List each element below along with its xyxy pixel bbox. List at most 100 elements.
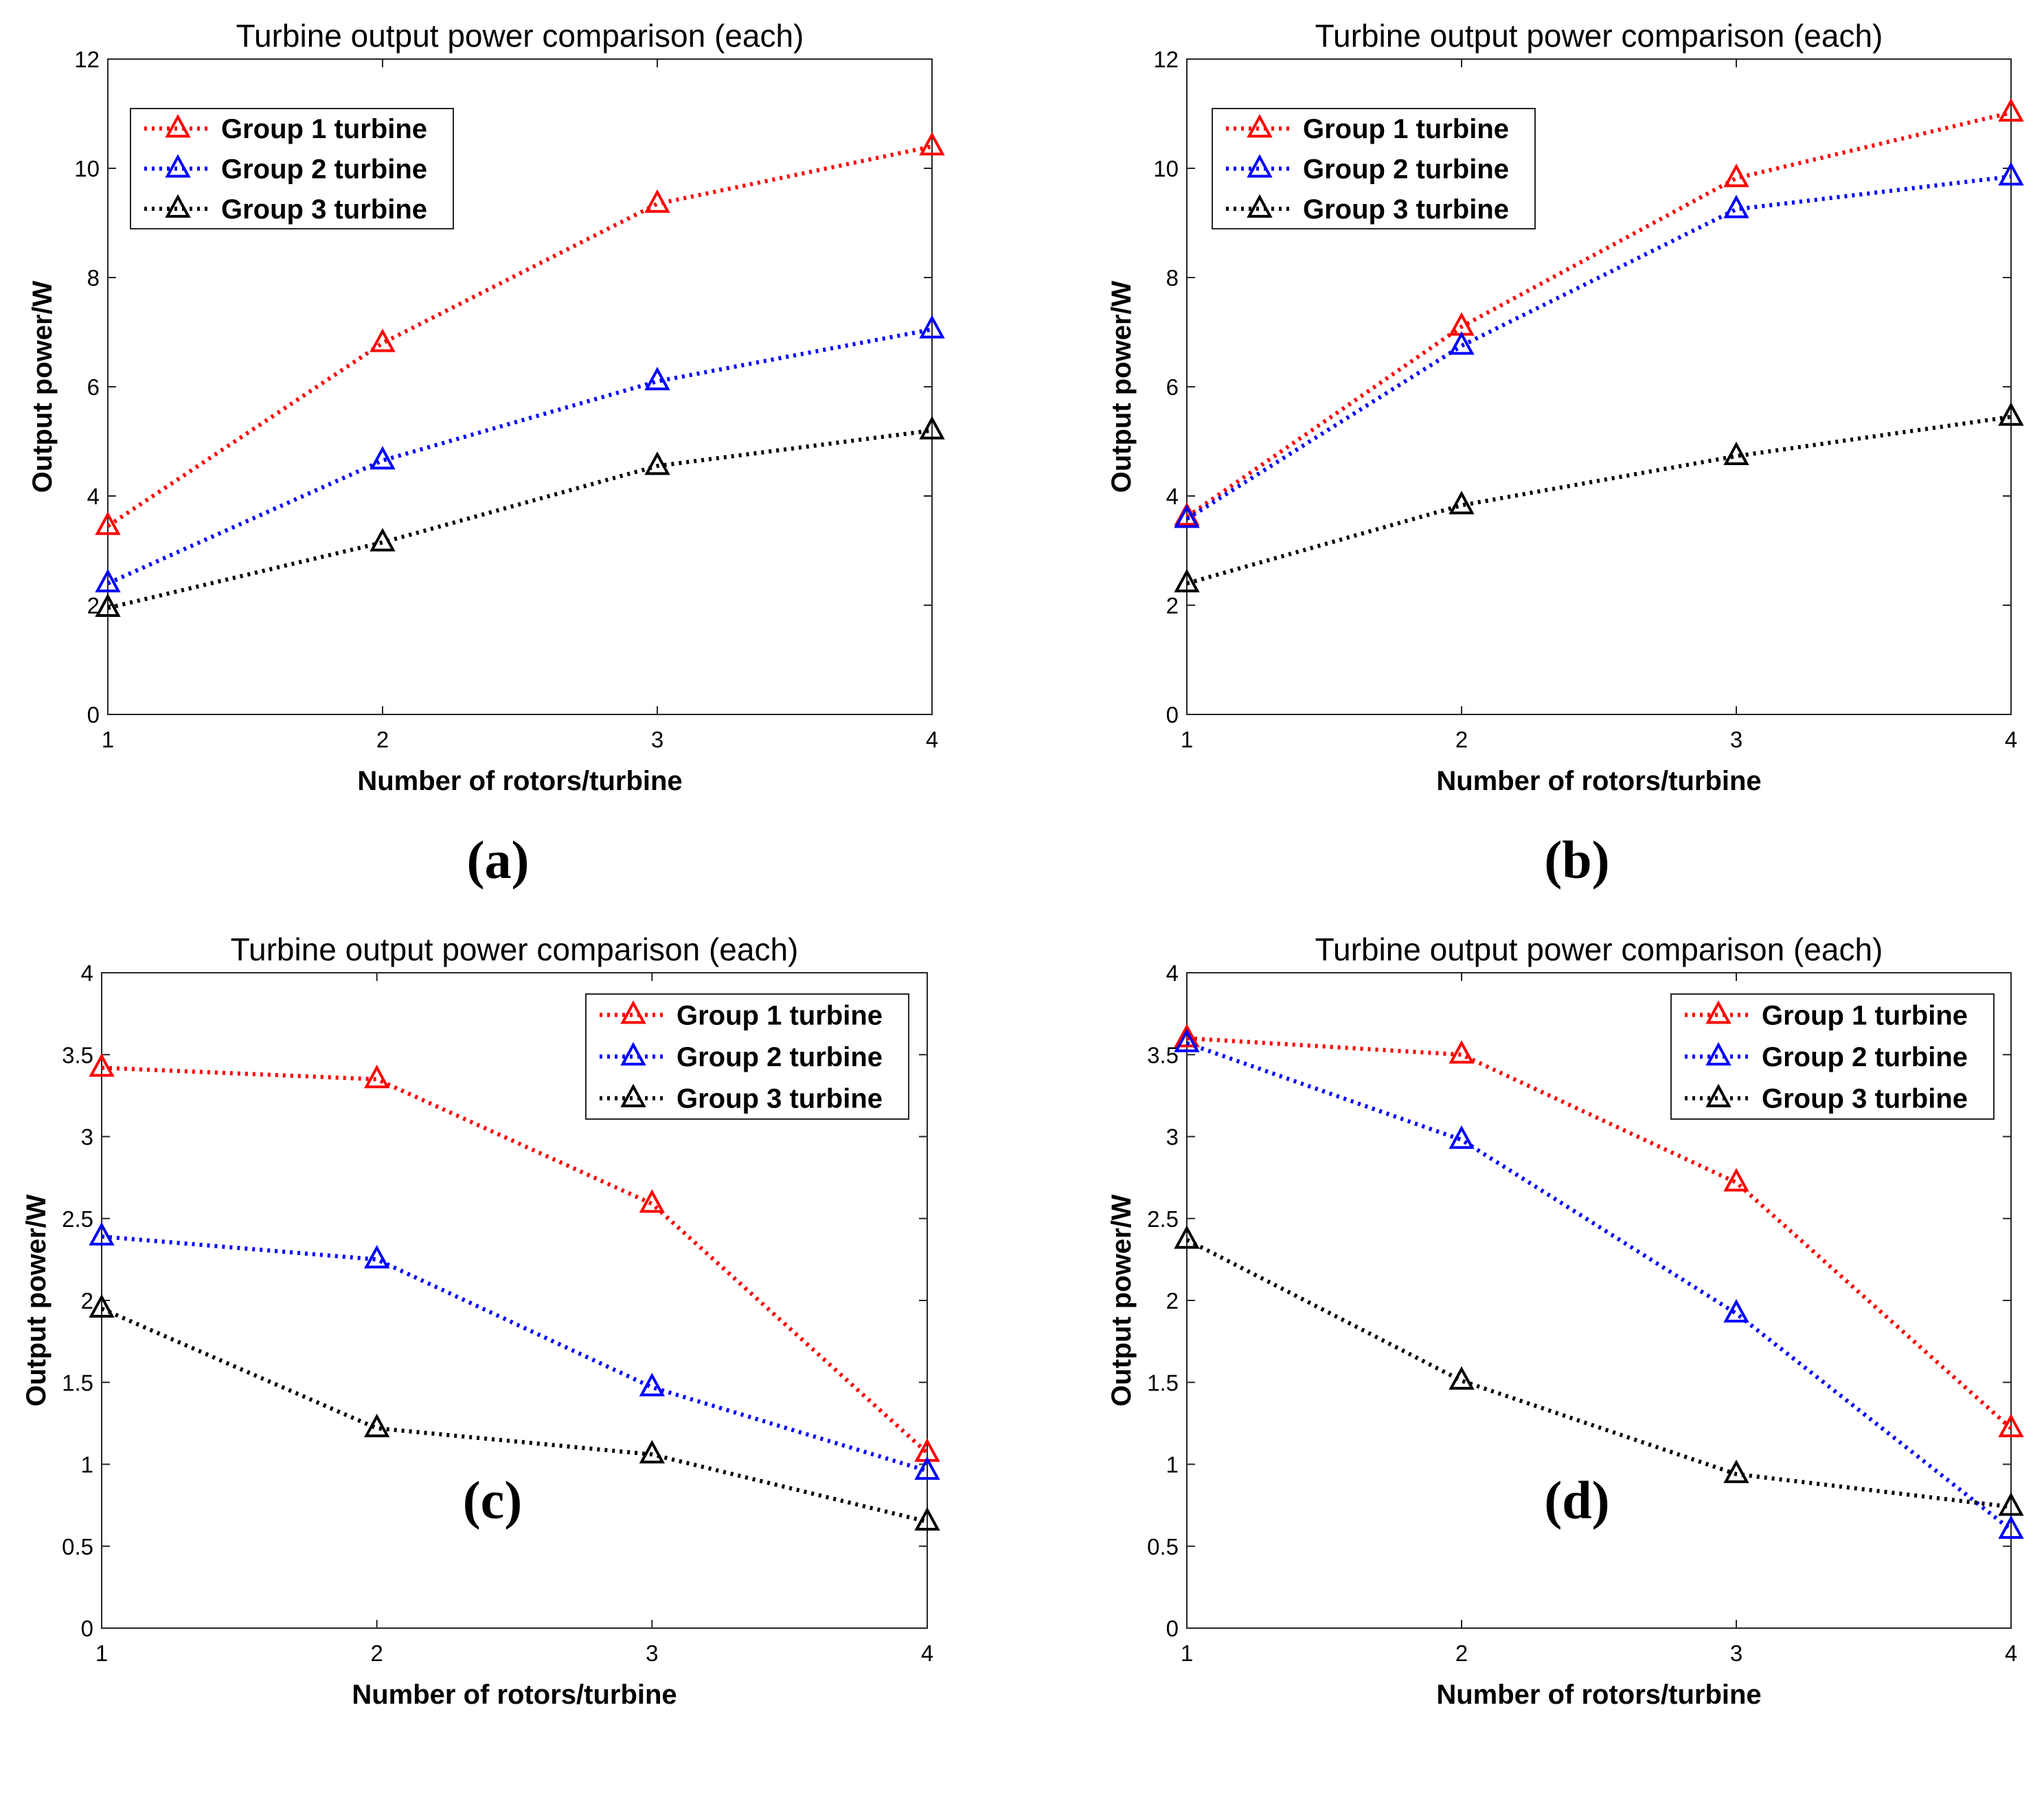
x-axis-label: Number of rotors/turbine	[1436, 766, 1761, 796]
x-tick-label: 3	[1730, 1640, 1742, 1666]
data-point-group-3	[919, 416, 945, 440]
data-point-group-3	[914, 1507, 940, 1531]
data-point-group-2	[1174, 504, 1200, 528]
data-point-group-2	[1998, 1515, 2024, 1539]
data-point-group-2	[914, 1456, 940, 1480]
series-line-group-3	[1185, 1238, 2012, 1509]
legend-marker-group-1	[1247, 113, 1273, 138]
y-tick-label: 8	[87, 265, 100, 291]
y-tick-label: 4	[1166, 484, 1179, 509]
legend-label-group-2: Group 2 turbine	[221, 155, 427, 185]
legend-marker-group-2	[1247, 154, 1273, 178]
y-tick-label: 2	[81, 1288, 93, 1313]
y-tick-label: 0	[1166, 1616, 1179, 1641]
data-point-group-2	[363, 1245, 390, 1269]
data-point-group-1	[1449, 1040, 1475, 1064]
y-tick-label: 3.5	[62, 1042, 93, 1068]
x-tick-label: 3	[651, 727, 663, 752]
data-point-group-2	[370, 446, 396, 470]
y-tick-label: 2	[1166, 1288, 1179, 1313]
y-tick-label: 2.5	[1147, 1206, 1179, 1232]
data-point-group-1	[1998, 98, 2024, 122]
y-tick-label: 3	[81, 1125, 93, 1150]
data-point-group-2	[644, 366, 670, 391]
y-tick-label: 12	[1153, 47, 1179, 72]
series-line-group-3	[107, 428, 933, 610]
data-point-group-3	[89, 1294, 115, 1318]
data-point-group-1	[95, 511, 121, 535]
y-tick-label: 4	[81, 960, 93, 986]
y-tick-label: 4	[87, 484, 100, 509]
legend-label-group-3: Group 3 turbine	[221, 194, 427, 225]
chart-title: Turbine output power comparison (each)	[236, 18, 804, 54]
chart-title: Turbine output power comparison (each)	[1315, 932, 1883, 967]
data-point-group-2	[1723, 1298, 1749, 1323]
y-tick-label: 3.5	[1147, 1042, 1179, 1068]
y-tick-label: 6	[87, 374, 100, 400]
x-tick-label: 4	[921, 1640, 933, 1666]
panel-label: (d)	[1544, 1470, 1609, 1530]
data-point-group-3	[1174, 569, 1200, 593]
y-tick-label: 4	[1166, 960, 1179, 986]
x-tick-label: 3	[1730, 727, 1742, 752]
data-point-group-2	[1723, 194, 1749, 218]
y-tick-label: 0	[87, 702, 100, 728]
y-tick-label: 10	[74, 156, 100, 181]
chart-panel-d: 0 0.5 1 1.5 2 2.5 3 3.5 4 1 2 3 4 Turbine output powe…	[1106, 932, 2024, 1710]
x-tick-label: 1	[95, 1640, 108, 1666]
chart-panel-c: 0 0.5 1 1.5 2 2.5 3 3.5 4 1 2 3 4 Turbine output powe…	[21, 932, 940, 1710]
series-line-group-1	[1185, 110, 2012, 519]
x-tick-label: 4	[2005, 1640, 2017, 1666]
series-line-group-1	[106, 144, 933, 528]
data-point-group-2	[1449, 331, 1475, 355]
y-tick-label: 0	[81, 1616, 93, 1641]
y-tick-label: 2	[87, 593, 100, 618]
data-point-group-3	[1449, 490, 1475, 515]
panel-label: (b)	[1544, 830, 1609, 890]
data-point-group-2	[639, 1373, 666, 1397]
legend-marker-group-2	[165, 154, 191, 178]
data-point-group-3	[370, 528, 396, 552]
series-line-group-3	[1186, 414, 2012, 586]
series-line-group-2	[1185, 174, 2012, 521]
legend-label-group-1: Group 1 turbine	[221, 114, 427, 144]
y-tick-label: 12	[74, 47, 100, 72]
y-tick-label: 0.5	[62, 1534, 93, 1559]
x-axis-label: Number of rotors/turbine	[1436, 1680, 1761, 1710]
legend-label-group-1: Group 1 turbine	[1762, 1000, 1968, 1030]
panel-label: (c)	[463, 1470, 523, 1530]
data-point-group-1	[919, 132, 945, 156]
y-tick-label: 1	[81, 1452, 93, 1478]
data-point-group-2	[1998, 161, 2024, 185]
data-point-group-2	[1174, 1028, 1200, 1052]
y-tick-label: 1.5	[62, 1370, 93, 1395]
legend-label-group-3: Group 3 turbine	[1762, 1084, 1968, 1114]
y-tick-label: 0.5	[1147, 1534, 1179, 1559]
x-tick-label: 4	[2005, 727, 2017, 752]
data-point-group-1	[639, 1189, 666, 1213]
y-tick-label: 2.5	[62, 1206, 93, 1232]
series-line-group-3	[100, 1307, 928, 1524]
data-point-group-3	[644, 451, 670, 475]
x-tick-label: 1	[1181, 727, 1193, 752]
y-tick-label: 2	[1166, 593, 1179, 618]
y-axis-label: Output power/W	[1106, 280, 1137, 493]
y-axis-label: Output power/W	[1106, 1194, 1137, 1406]
y-tick-label: 6	[1166, 374, 1179, 400]
legend-marker-group-2	[1705, 1041, 1731, 1066]
legend-marker-group-2	[620, 1041, 646, 1066]
data-point-group-3	[1723, 1459, 1749, 1483]
data-point-group-2	[89, 1221, 115, 1246]
data-point-group-3	[1174, 1225, 1200, 1249]
legend: Group 1 turbine Group 2 turbine Group 3 tu…	[130, 108, 454, 229]
data-point-group-3	[1998, 402, 2024, 426]
legend-marker-group-1	[620, 1000, 646, 1024]
legend-marker-group-1	[165, 113, 191, 138]
series-line-group-2	[101, 1234, 928, 1473]
y-tick-label: 3	[1166, 1125, 1179, 1150]
data-point-group-3	[363, 1413, 390, 1438]
legend-label-group-3: Group 3 turbine	[1303, 194, 1509, 225]
y-axis-label: Output power/W	[27, 280, 58, 493]
